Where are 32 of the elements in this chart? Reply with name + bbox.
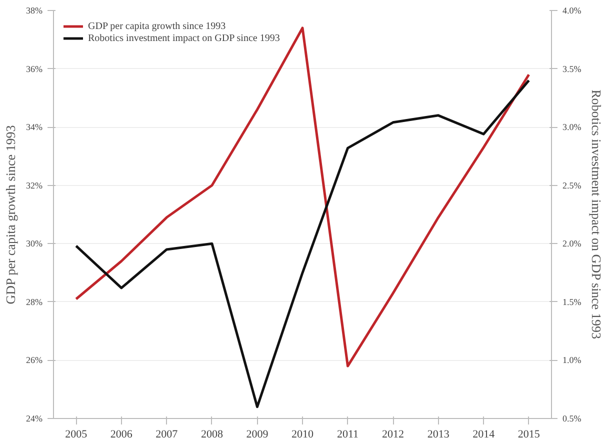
y2-tick-label: 1.5% <box>562 296 582 307</box>
x-tick-label: 2006 <box>110 428 133 440</box>
legend-label: GDP per capita growth since 1993 <box>88 20 226 32</box>
y2-tick-label: 0.5% <box>562 414 582 424</box>
y-tick-label: 30% <box>26 238 44 249</box>
x-tick-label: 2013 <box>427 428 450 440</box>
x-tick-label: 2012 <box>382 428 404 440</box>
y2-axis-title: Robotics investment impact on GDP since 1993 <box>589 90 604 339</box>
x-tick-label: 2008 <box>200 428 224 440</box>
y2-tick-label: 4.0% <box>562 6 582 16</box>
x-tick-label: 2005 <box>65 428 88 440</box>
y2-tick-label: 1.0% <box>562 355 582 366</box>
y-tick-label: 38% <box>26 6 44 16</box>
y-axis-title: GDP per capita growth since 1993 <box>3 125 18 304</box>
y2-tick-label: 3.5% <box>562 64 582 74</box>
y2-tick-label: 3.0% <box>562 122 582 132</box>
y-tick-label: 28% <box>26 296 44 307</box>
y-tick-label: 32% <box>26 180 44 190</box>
x-tick-label: 2011 <box>336 428 359 440</box>
x-tick-label: 2007 <box>156 428 178 440</box>
x-tick-label: 2014 <box>472 428 496 440</box>
x-tick-label: 2015 <box>518 428 540 440</box>
y-tick-label: 36% <box>26 64 44 74</box>
y2-tick-label: 2.0% <box>562 238 582 249</box>
legend-label: Robotics investment impact on GDP since 1993 <box>88 32 280 44</box>
x-tick-label: 2009 <box>246 428 269 440</box>
line-series <box>74 79 530 408</box>
y2-tick-label: 2.5% <box>562 180 582 190</box>
y-tick-label: 24% <box>26 414 44 424</box>
y-tick-label: 34% <box>26 122 44 132</box>
y-tick-label: 26% <box>26 355 44 366</box>
x-tick-label: 2010 <box>292 428 314 440</box>
